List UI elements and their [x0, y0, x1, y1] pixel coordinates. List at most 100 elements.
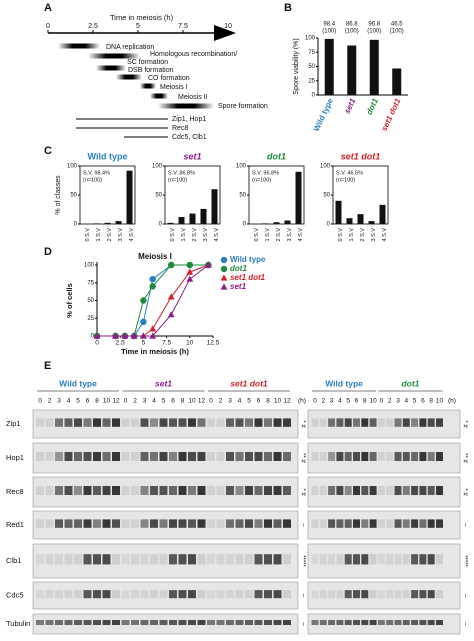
band [336, 620, 344, 625]
band-mark: ** # [461, 453, 467, 463]
tick-label: 0 [46, 23, 50, 30]
lane-time: 5 [247, 398, 251, 405]
bar [346, 218, 353, 224]
tick-label: 10 [224, 23, 232, 30]
band [178, 418, 187, 427]
band [369, 554, 377, 565]
band [344, 554, 352, 565]
bar [104, 222, 111, 224]
band [254, 590, 263, 599]
band [254, 620, 263, 625]
lane-time: 8 [95, 398, 99, 405]
band [64, 452, 73, 461]
band [311, 620, 319, 625]
band [83, 486, 92, 495]
band [159, 452, 168, 461]
band [121, 590, 130, 599]
band [178, 554, 187, 565]
lane-time: 0 [38, 398, 42, 405]
band [93, 452, 101, 461]
band [93, 554, 101, 565]
band [273, 620, 282, 625]
band [131, 590, 139, 599]
band [235, 620, 244, 625]
phase-bar [116, 74, 142, 80]
band [102, 554, 111, 565]
band [344, 486, 352, 495]
band [377, 554, 385, 565]
expression-label: Rec8 [172, 125, 188, 132]
band [411, 519, 419, 528]
group-label: Wild type [325, 378, 363, 388]
category-label: 3 S.V [118, 228, 124, 242]
band [207, 418, 215, 427]
y-tick-label: 50 [323, 193, 330, 199]
marker [112, 332, 119, 339]
lane-time: 5 [413, 398, 417, 405]
event-label: DSB formation [128, 67, 174, 74]
bar [262, 223, 269, 224]
category-label: 3 S.V [371, 228, 377, 242]
band [235, 418, 244, 427]
band [55, 452, 63, 461]
bar [126, 170, 133, 224]
time-unit: (h) [448, 398, 456, 405]
category-label: 0 S.V [254, 228, 260, 242]
band [169, 554, 177, 565]
y-axis-label: Spore viability (%) [293, 38, 300, 94]
band [150, 452, 158, 461]
y-tick-label: 25 [87, 316, 94, 322]
band [216, 554, 225, 565]
band [254, 452, 263, 461]
panel-label: D [44, 246, 52, 258]
band [188, 452, 196, 461]
band [150, 554, 158, 565]
category-label: 0 S.V [170, 228, 176, 242]
x-tick-label: 0 [95, 340, 99, 347]
band [427, 519, 435, 528]
band [328, 590, 336, 599]
band [336, 519, 344, 528]
band-mark: ** # [299, 453, 305, 463]
band [377, 486, 385, 495]
annotation: (100) [345, 29, 359, 35]
category-label: 4 S.V [298, 228, 304, 242]
band [45, 452, 54, 461]
band [369, 418, 377, 427]
category-label: 0 S.V [85, 228, 91, 242]
band [245, 554, 253, 565]
lane-time: 6 [171, 398, 175, 405]
legend-marker [220, 265, 228, 273]
band [55, 590, 63, 599]
band [394, 519, 402, 528]
chart-title: Wild type [88, 151, 128, 161]
band [386, 418, 394, 427]
band [178, 590, 187, 599]
band [36, 452, 44, 461]
band [283, 519, 291, 528]
category-label: 1 S.V [181, 228, 187, 242]
category-label: 1 S.V [96, 228, 102, 242]
value-label: 86.8 [346, 22, 358, 28]
annotation: (n=100) [336, 177, 355, 183]
time-unit: (h) [298, 398, 306, 405]
blot-background [32, 543, 299, 579]
bar [273, 222, 280, 224]
group-label: set1 dot1 [230, 378, 268, 388]
band [83, 452, 92, 461]
band [207, 554, 215, 565]
band [226, 620, 234, 625]
lane-time: 0 [313, 398, 317, 405]
band [394, 590, 402, 599]
chart-title: Meiosis I [138, 252, 172, 261]
band [283, 486, 291, 495]
marker [140, 332, 147, 339]
annotation: (100) [390, 29, 404, 35]
band [386, 519, 394, 528]
band [419, 452, 427, 461]
annotation: S.V. 96.8% [252, 170, 279, 176]
lane-time: 3 [396, 398, 400, 405]
lane-time: 2 [321, 398, 325, 405]
band [197, 554, 206, 565]
band [64, 519, 73, 528]
